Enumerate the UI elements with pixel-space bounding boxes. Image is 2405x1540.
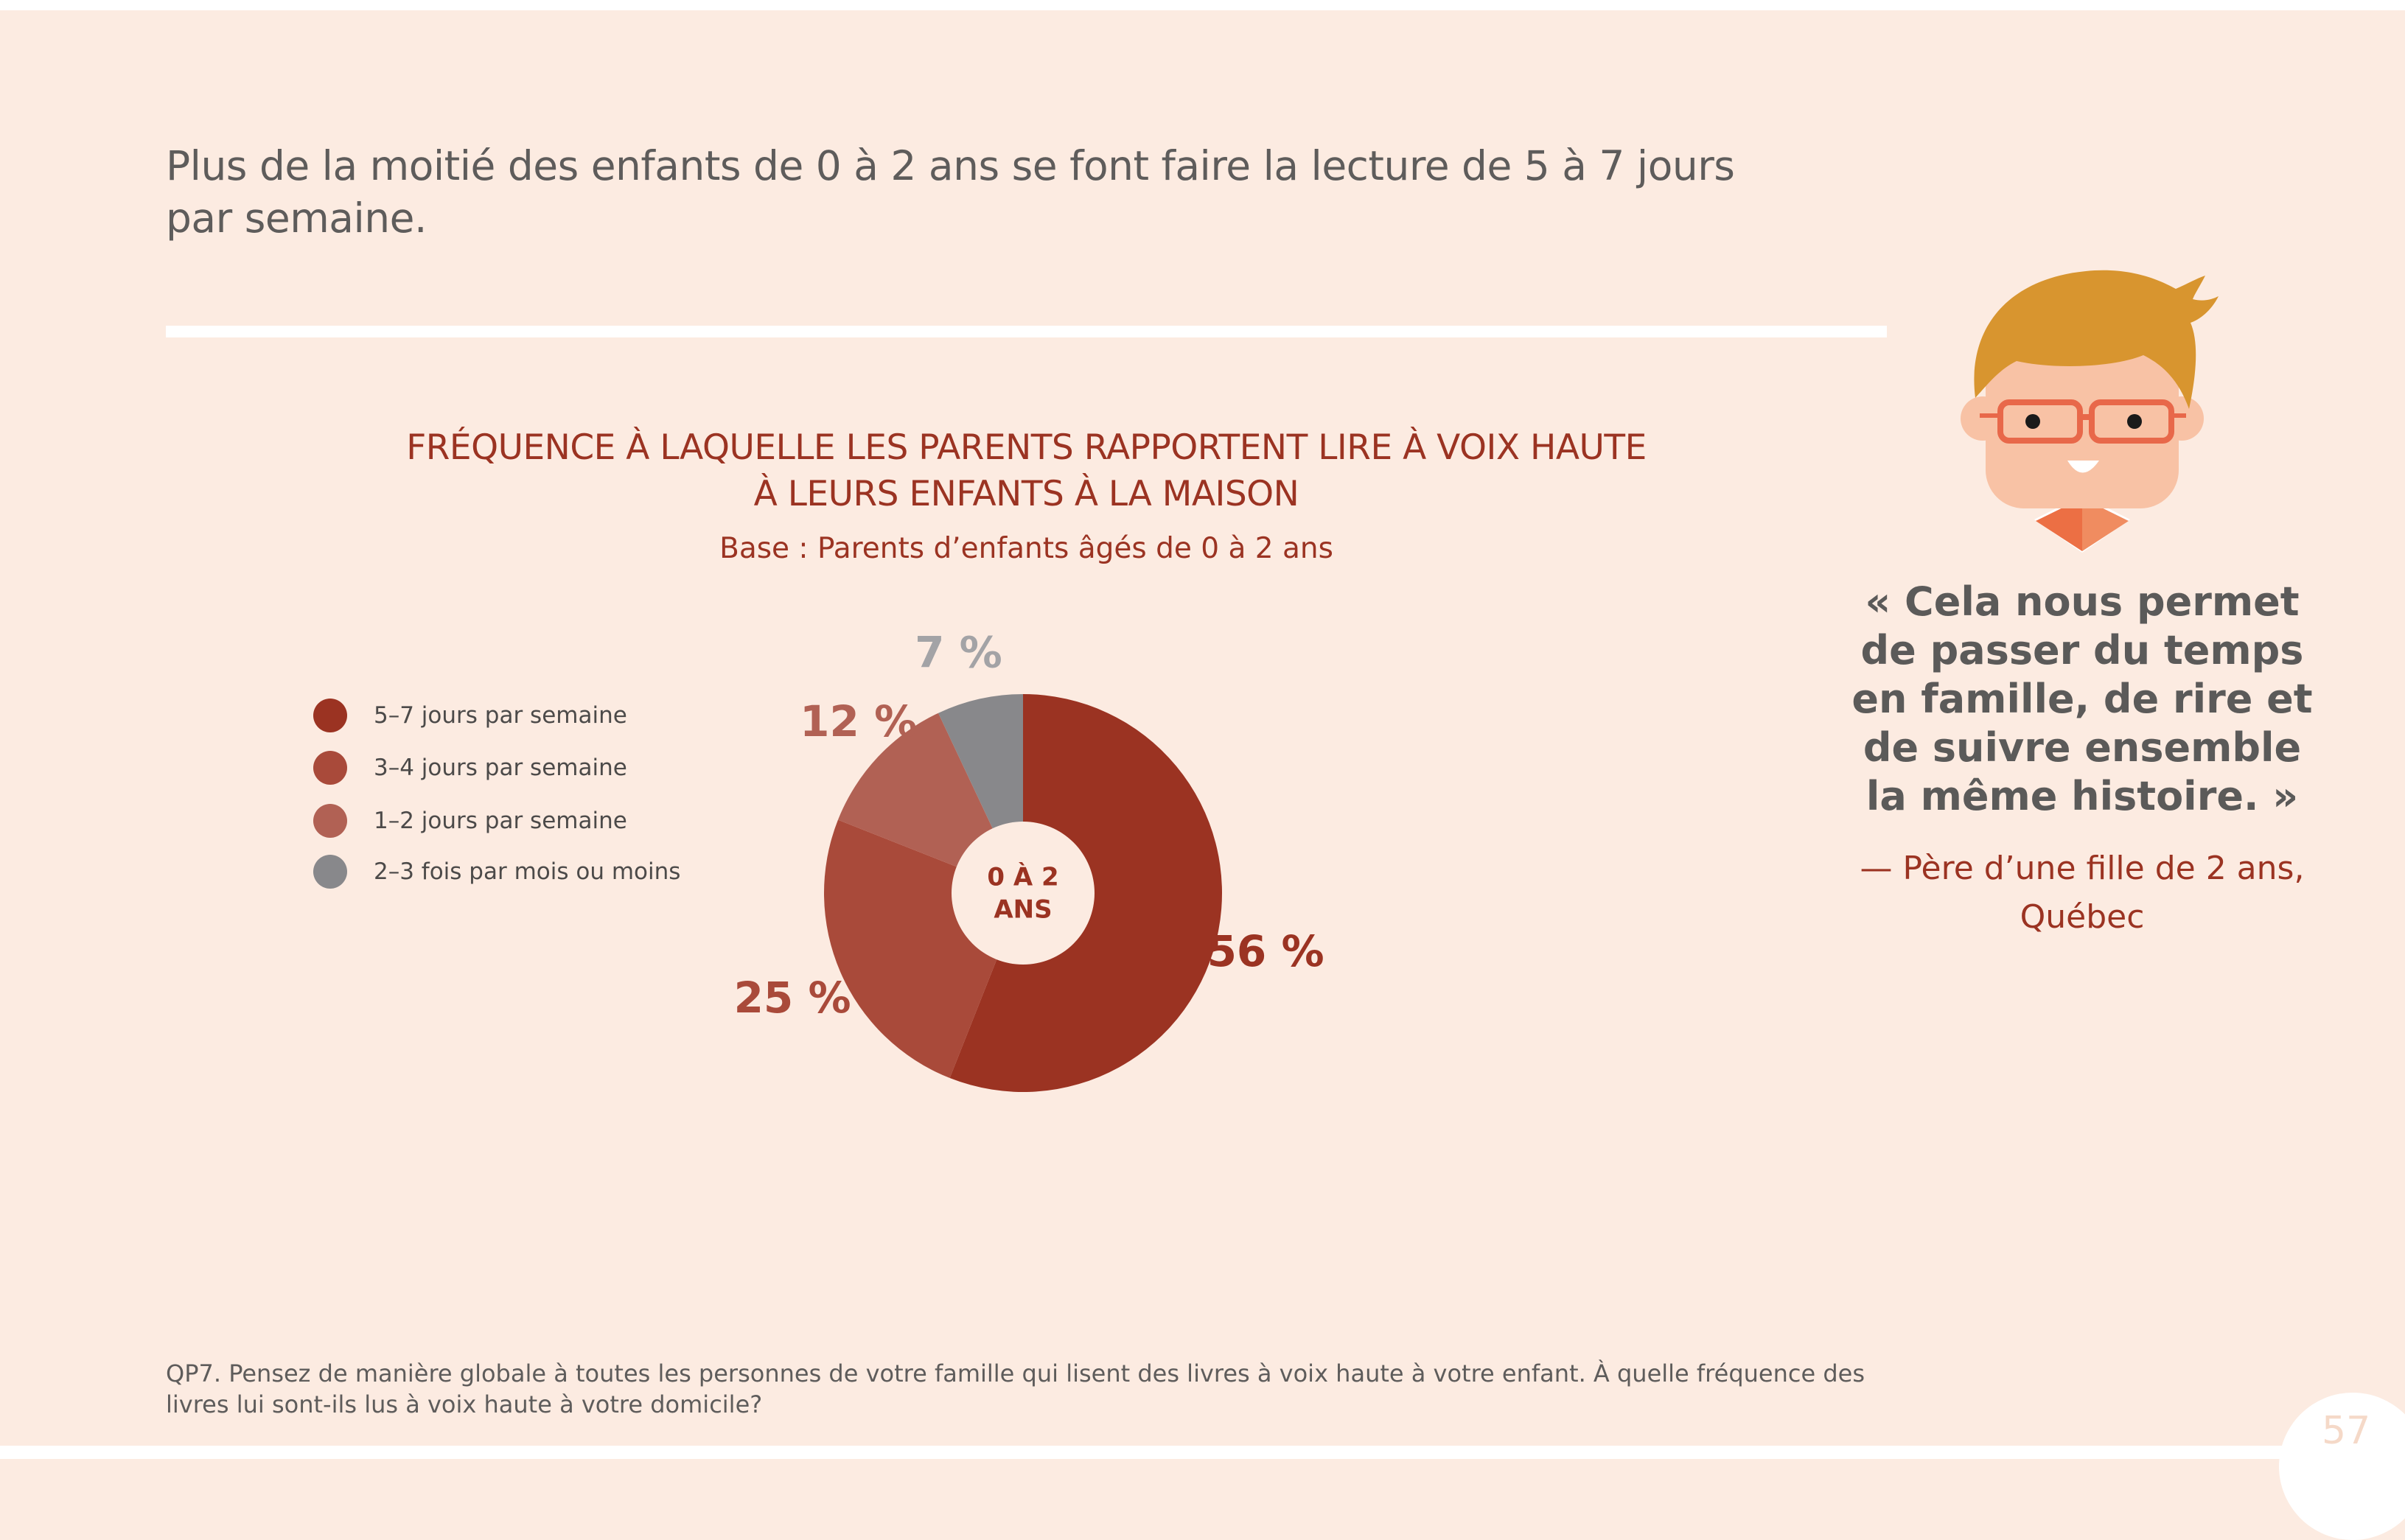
legend-item: 5–7 jours par semaine xyxy=(313,697,755,734)
testimonial-quote: « Cela nous permet de passer du temps en… xyxy=(1851,578,2313,819)
legend-swatch xyxy=(313,804,347,838)
testimonial-author: — Père d’une fille de 2 ans, Québec xyxy=(1860,850,2305,936)
top-strip xyxy=(0,0,2405,10)
father-avatar-illustration xyxy=(1961,270,2219,553)
legend-item: 3–4 jours par semaine xyxy=(313,749,755,786)
legend-item: 1–2 jours par semaine xyxy=(313,802,755,839)
page-number: 57 xyxy=(2322,1409,2371,1453)
legend-swatch xyxy=(313,699,347,732)
legend-label: 2–3 fois par mois ou moins xyxy=(374,858,681,885)
donut-hole xyxy=(952,822,1095,965)
legend-label: 1–2 jours par semaine xyxy=(374,808,627,834)
bottom-strip xyxy=(0,1446,2405,1459)
donut-center-label: 0 À 2 xyxy=(987,862,1058,892)
legend-label: 3–4 jours par semaine xyxy=(374,755,627,781)
section-divider xyxy=(166,326,1887,337)
data-label: 25 % xyxy=(734,973,851,1023)
chart-title-line-1: FRÉQUENCE À LAQUELLE LES PARENTS RAPPORT… xyxy=(406,427,1647,468)
data-label: 12 % xyxy=(800,696,917,746)
data-label: 7 % xyxy=(915,634,1002,678)
page-headline: Plus de la moitié des enfants de 0 à 2 a… xyxy=(166,142,1735,242)
survey-question-footnote: QP7. Pensez de manière globale à toutes … xyxy=(166,1359,1865,1418)
chart-subtitle: Base : Parents d’enfants âgés de 0 à 2 a… xyxy=(719,532,1333,565)
data-label: 56 % xyxy=(1207,926,1324,976)
donut-center-label: ANS xyxy=(994,895,1052,925)
legend-swatch xyxy=(313,751,347,785)
chart-title-line-2: À LEURS ENFANTS À LA MAISON xyxy=(753,474,1299,514)
chart-title: FRÉQUENCE À LAQUELLE LES PARENTS RAPPORT… xyxy=(295,424,1758,517)
legend-swatch xyxy=(313,855,347,889)
legend-item: 2–3 fois par mois ou moins xyxy=(313,853,755,890)
legend-label: 5–7 jours par semaine xyxy=(374,702,627,729)
